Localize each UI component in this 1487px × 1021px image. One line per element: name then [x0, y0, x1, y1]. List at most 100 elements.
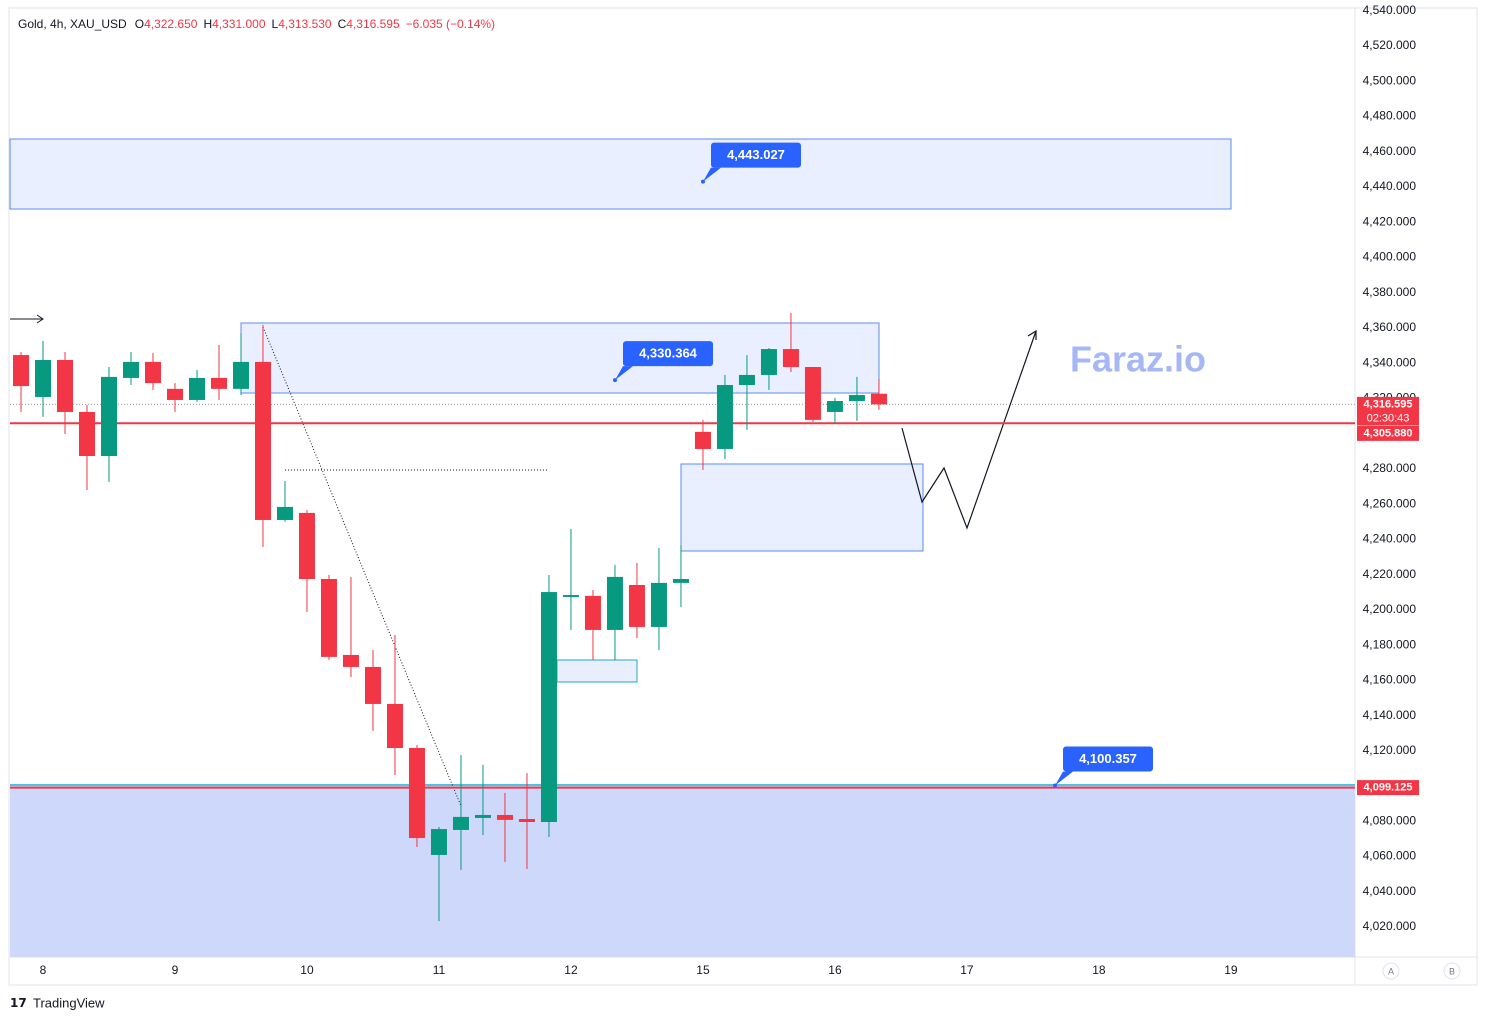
countdown: 02:30:43	[1367, 412, 1410, 424]
candle-body	[386, 703, 403, 749]
candle-body	[188, 377, 205, 400]
candle-body	[562, 595, 579, 597]
x-tick-label: 19	[1224, 963, 1238, 977]
brand: TradingView	[33, 995, 105, 1010]
callout-pointer	[1055, 771, 1073, 786]
axis-button[interactable]	[1382, 962, 1400, 980]
drawings	[9, 138, 1355, 957]
y-tick-label: 4,040.000	[1363, 884, 1417, 898]
candle-body	[716, 384, 733, 449]
y-tick-label: 4,520.000	[1363, 38, 1417, 52]
y-tick-label: 4,120.000	[1363, 743, 1417, 757]
header: Gold, 4h, XAU_USD O4,322.650 H4,331.000 L4,…	[18, 17, 501, 31]
axis-button[interactable]	[1443, 962, 1461, 980]
support-zone	[680, 463, 924, 552]
watermark: Faraz.io	[1070, 339, 1206, 380]
x-tick-label: 10	[300, 963, 314, 977]
candle-body	[518, 819, 535, 823]
candle-body	[496, 814, 513, 820]
candle-body	[166, 388, 183, 400]
y-tick-label: 4,340.000	[1363, 355, 1417, 369]
ohlc-value: 4,322.650	[144, 17, 198, 31]
x-tick-label: 11	[433, 963, 446, 977]
arrow-head	[36, 314, 44, 324]
last-price-label: 4,316.595	[1364, 398, 1413, 410]
candle-body	[254, 361, 271, 520]
candle-body	[694, 431, 711, 449]
y-tick-label: 4,400.000	[1363, 250, 1417, 264]
arrow-head	[1027, 329, 1037, 340]
candle-body	[12, 355, 29, 387]
ohlc-key: L	[271, 17, 279, 31]
candle-body	[100, 376, 117, 457]
y-tick-label: 4,060.000	[1363, 849, 1417, 863]
candle-body	[650, 582, 667, 627]
candle-body	[826, 401, 843, 412]
y-tick-label: 4,180.000	[1363, 637, 1417, 651]
y-tick-label: 4,160.000	[1363, 673, 1417, 687]
candle-body	[144, 361, 161, 384]
candle-body	[276, 506, 293, 520]
x-tick-label: 12	[564, 963, 578, 977]
candle-body	[760, 349, 777, 375]
y-tick-label: 4,240.000	[1363, 532, 1417, 546]
order-block	[556, 659, 638, 683]
axis-button-label[interactable]: B	[1449, 966, 1455, 976]
y-tick-label: 4,020.000	[1363, 919, 1417, 933]
candle-body	[870, 393, 887, 405]
y-tick-label: 4,440.000	[1363, 179, 1417, 193]
callout-box	[1063, 746, 1153, 772]
candle-body	[78, 411, 95, 457]
candle-body	[540, 592, 557, 823]
callout-label: 4,330.364	[639, 346, 698, 361]
supply-zone	[9, 138, 1232, 210]
x-tick-label: 9	[172, 963, 179, 977]
candle-body	[738, 374, 755, 385]
axis-button-label[interactable]: A	[1388, 966, 1394, 976]
x-tick-label: 8	[40, 963, 47, 977]
candle-body	[848, 395, 865, 402]
y-tick-label: 4,380.000	[1363, 285, 1417, 299]
change: −6.035 (−0.14%)	[405, 17, 496, 31]
trend-line	[262, 326, 462, 807]
candle-body	[606, 576, 623, 630]
ohlc-value: 4,331.000	[212, 17, 266, 31]
callout-box	[623, 341, 713, 367]
callout-pointer	[615, 366, 633, 381]
candle-body	[474, 814, 491, 818]
candle-body	[364, 666, 381, 704]
chart-frame	[8, 7, 1478, 986]
candle-body	[210, 377, 227, 389]
y-tick-label: 4,280.000	[1363, 461, 1417, 475]
candle-body	[804, 367, 821, 420]
y-tick-label: 4,140.000	[1363, 708, 1417, 722]
line-price-label-box	[1357, 425, 1419, 441]
candle-body	[232, 361, 249, 389]
y-tick-label: 4,500.000	[1363, 73, 1417, 87]
y-tick-label: 4,480.000	[1363, 109, 1417, 123]
line-price-label: 4,099.125	[1364, 782, 1413, 794]
candle-body	[122, 361, 139, 378]
brand-logo: 𝟭𝟳	[10, 996, 27, 1010]
projection-path	[901, 330, 1037, 530]
last-price-label-box	[1357, 396, 1419, 412]
candle-body	[672, 579, 689, 583]
ohlc-value: 4,316.595	[346, 17, 400, 31]
line-price-label: 4,305.880	[1364, 427, 1413, 439]
y-tick-label: 4,360.000	[1363, 320, 1417, 334]
candle-body	[408, 748, 425, 839]
candle-body	[782, 349, 799, 368]
candle-body	[342, 654, 359, 667]
callout-label: 4,100.357	[1079, 751, 1137, 766]
y-tick-label: 4,220.000	[1363, 567, 1417, 581]
x-tick-label: 15	[696, 963, 710, 977]
countdown-box	[1357, 411, 1419, 426]
candle-body	[34, 359, 51, 397]
ohlc-value: 4,313.530	[278, 17, 332, 31]
y-tick-label: 4,080.000	[1363, 813, 1417, 827]
y-tick-label: 4,540.000	[1363, 3, 1417, 17]
callout-pointer	[703, 167, 721, 182]
ohlc-key: H	[203, 17, 213, 31]
symbol: Gold, 4h, XAU_USD	[18, 17, 127, 31]
